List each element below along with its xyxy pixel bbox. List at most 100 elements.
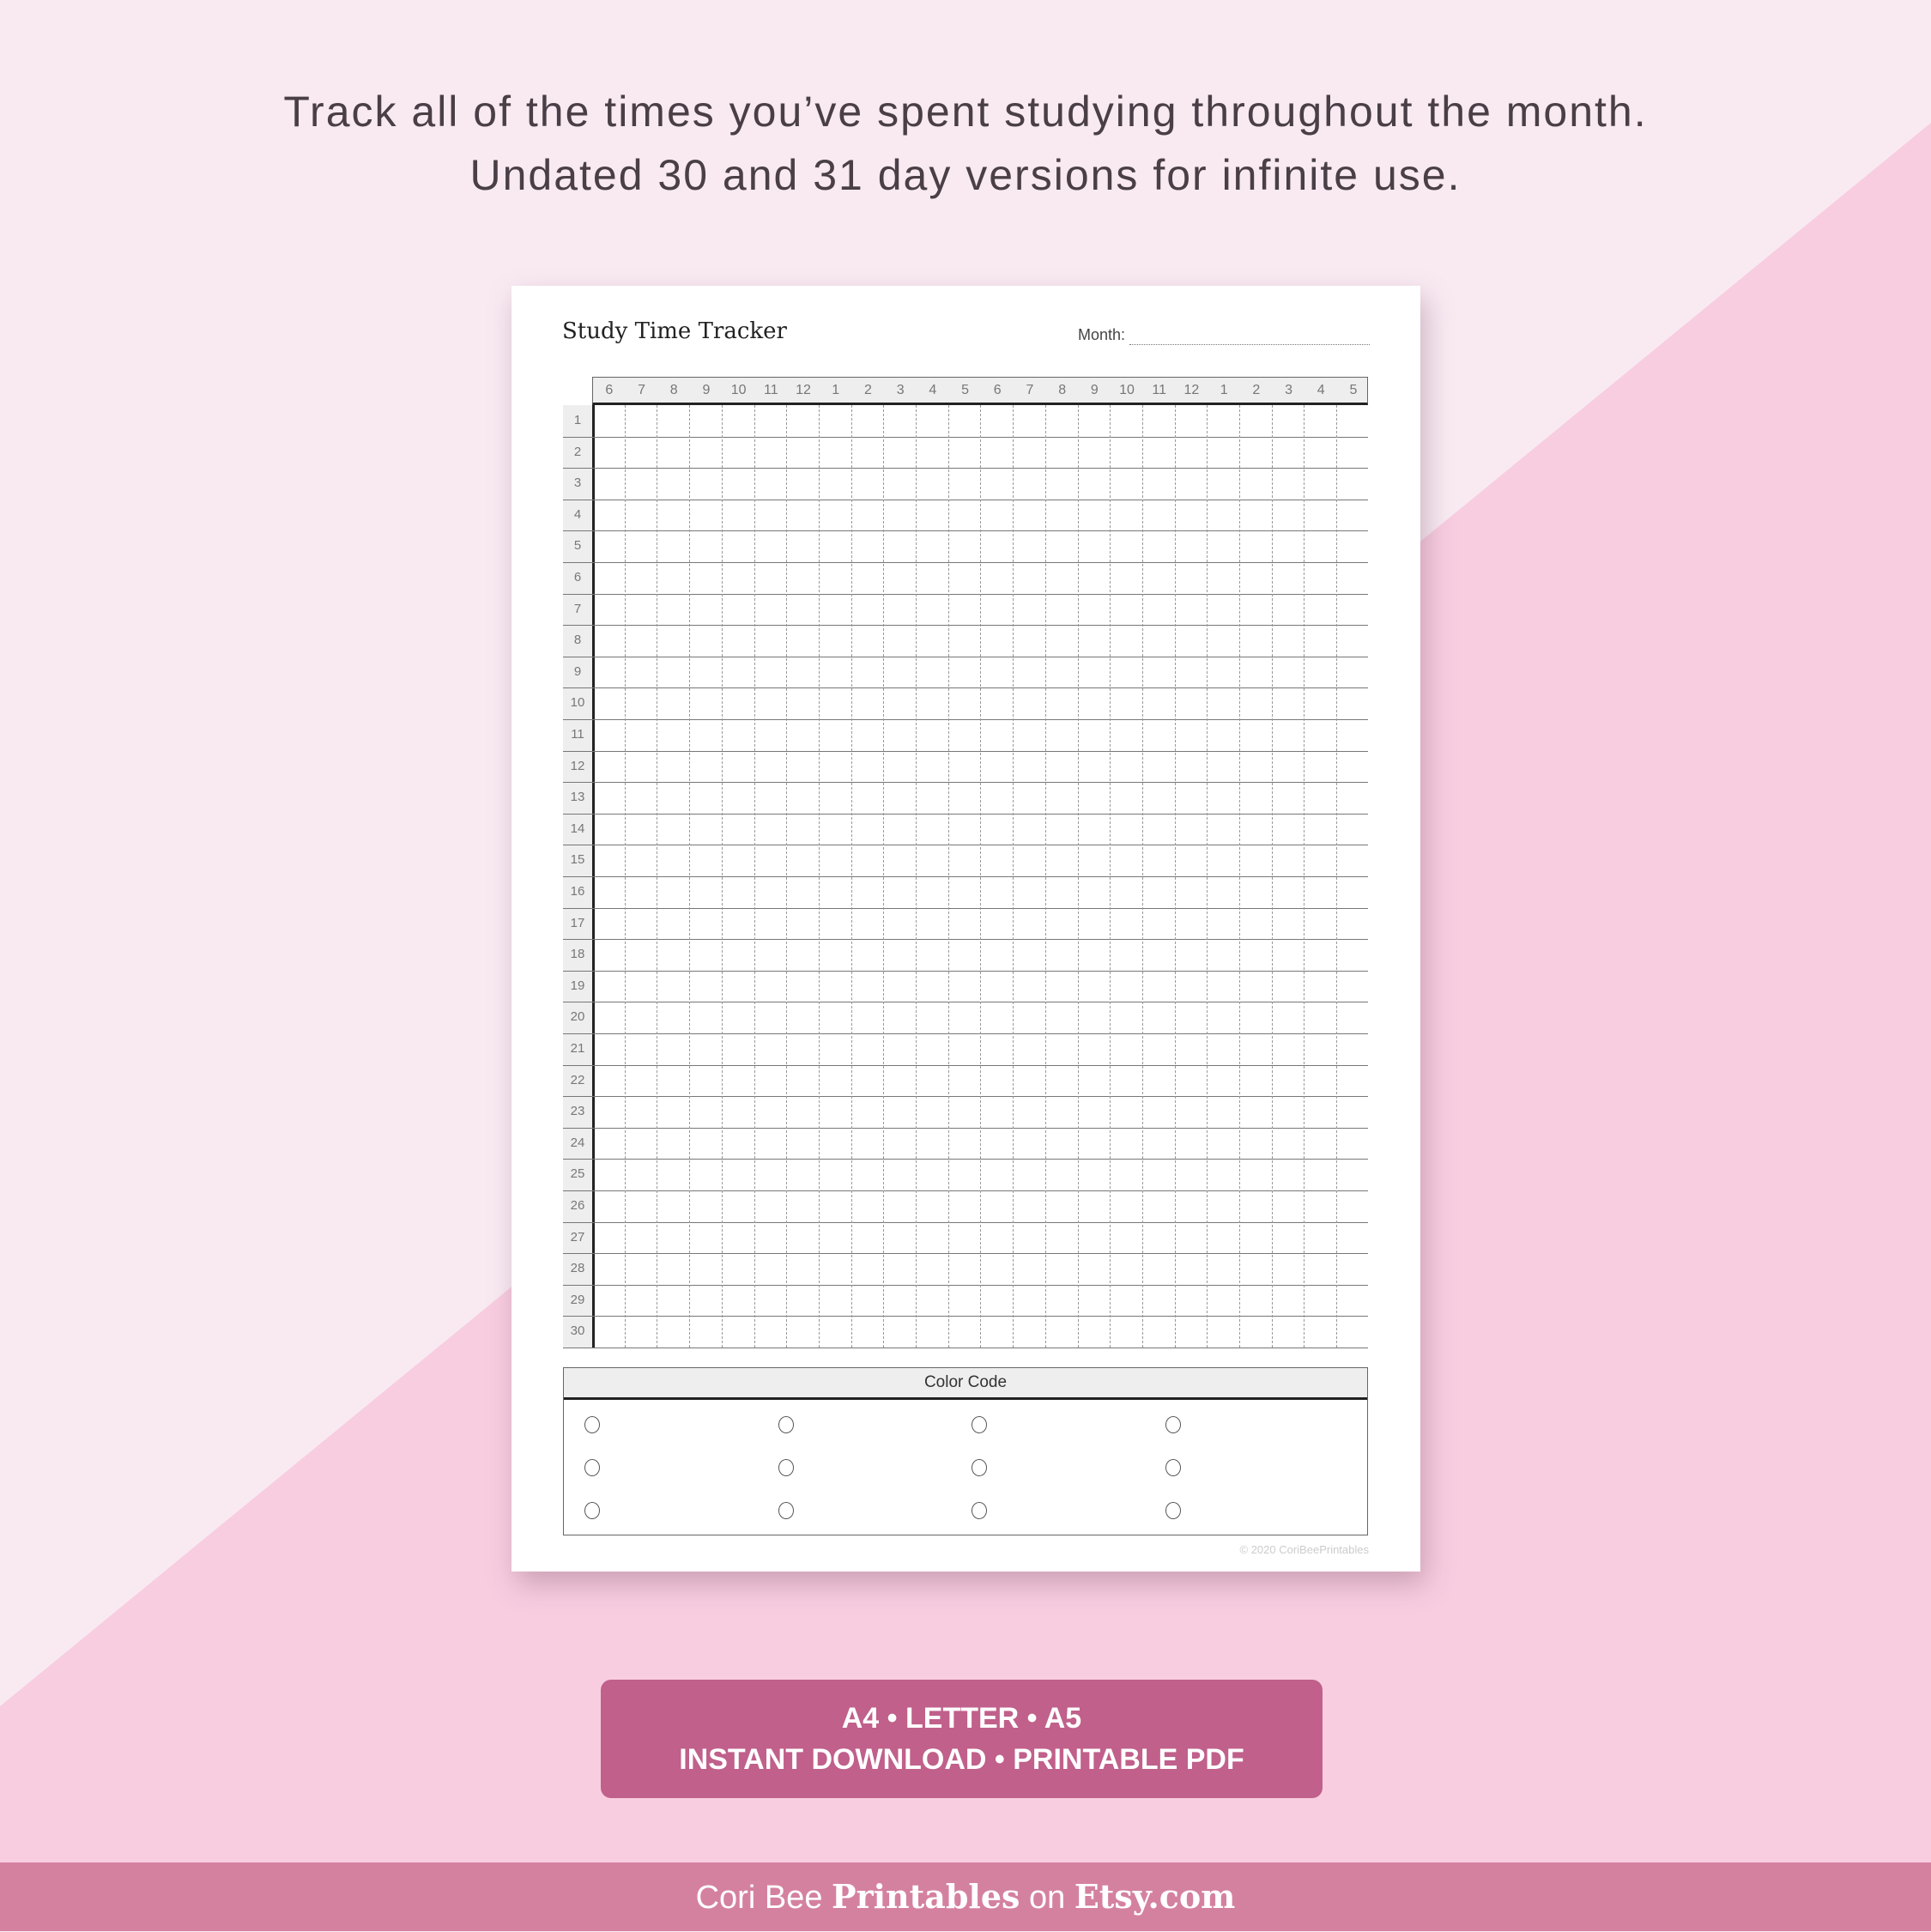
day-label: 29	[570, 1292, 585, 1307]
day-label: 26	[570, 1198, 585, 1213]
format-badge: A4 • LETTER • A5 INSTANT DOWNLOAD • PRIN…	[601, 1680, 1323, 1798]
column-line	[1110, 405, 1111, 1348]
color-code-circle	[584, 1459, 600, 1476]
color-code-circle	[778, 1459, 794, 1476]
column-line	[754, 405, 755, 1348]
day-label: 12	[570, 758, 585, 773]
day-label: 17	[570, 915, 585, 930]
copyright: © 2020 CoriBeePrintables	[1239, 1543, 1370, 1556]
day-label: 15	[570, 852, 585, 868]
column-line	[818, 405, 820, 1348]
hour-label: 6	[605, 383, 614, 397]
column-line	[1174, 405, 1176, 1348]
hour-label: 6	[993, 383, 1002, 397]
day-label: 14	[570, 821, 585, 836]
footer-text: on	[1020, 1880, 1074, 1916]
column-line	[1207, 405, 1208, 1348]
day-label: 9	[573, 663, 582, 679]
row-line	[563, 1127, 1368, 1129]
column-line	[916, 405, 917, 1348]
sheet-title: Study Time Tracker	[562, 318, 787, 344]
row-line	[563, 436, 1368, 438]
color-code-circle	[778, 1502, 794, 1519]
month-field	[1129, 344, 1370, 345]
color-code-circle	[778, 1416, 794, 1433]
day-label: 24	[570, 1135, 585, 1150]
day-label: 11	[571, 727, 584, 742]
row-line	[563, 970, 1368, 972]
day-label: 20	[570, 1009, 585, 1025]
hour-label: 10	[1119, 383, 1135, 397]
hour-label: 11	[764, 383, 778, 397]
badge-line-2: INSTANT DOWNLOAD • PRINTABLE PDF	[679, 1743, 1244, 1776]
day-label: 2	[573, 444, 582, 459]
day-label: 10	[570, 695, 585, 711]
hour-label: 12	[796, 383, 811, 397]
hour-label: 2	[863, 383, 872, 397]
month-label: Month:	[1078, 326, 1126, 343]
day-label: 13	[570, 790, 585, 805]
hour-label: 5	[961, 383, 969, 397]
hour-label: 5	[1349, 383, 1358, 397]
row-line	[563, 813, 1368, 815]
column-line	[1141, 405, 1143, 1348]
row-line	[563, 907, 1368, 909]
row-line	[563, 1096, 1368, 1098]
headline-line-1: Track all of the times you’ve spent stud…	[283, 88, 1648, 136]
row-line	[563, 1221, 1368, 1223]
column-line	[1044, 405, 1046, 1348]
column-line	[980, 405, 982, 1348]
day-label: 22	[570, 1072, 585, 1087]
color-code-circle	[584, 1416, 600, 1433]
color-code-circle	[1165, 1502, 1181, 1519]
column-line	[786, 405, 788, 1348]
hour-label: 12	[1183, 383, 1200, 397]
color-code-circle	[1165, 1459, 1181, 1476]
hour-label: 3	[1285, 383, 1292, 397]
footer-bar: Cori Bee Printables on Etsy.com	[0, 1862, 1931, 1931]
row-line	[563, 782, 1368, 784]
column-line	[689, 405, 691, 1348]
day-label: 21	[570, 1041, 585, 1056]
hour-label: 2	[1252, 383, 1261, 397]
day-label: 30	[570, 1323, 585, 1339]
day-label: 6	[573, 570, 582, 584]
badge-line-1: A4 • LETTER • A5	[841, 1702, 1082, 1735]
row-line	[563, 1159, 1368, 1160]
footer-text: Cori Bee	[695, 1880, 832, 1916]
day-label: 1	[573, 413, 582, 427]
hour-label: 3	[896, 383, 905, 397]
column-line	[1077, 405, 1079, 1348]
row-line	[563, 530, 1368, 532]
footer-brand: Printables	[832, 1877, 1020, 1916]
tracker-sheet: Study Time Tracker Month: 6 7 8 9 10 11 12 1 2 3 4…	[512, 286, 1420, 1572]
column-line	[1013, 405, 1014, 1348]
row-line	[563, 1253, 1368, 1255]
hour-label: 11	[1152, 383, 1167, 397]
day-label: 3	[573, 475, 582, 491]
day-label: 23	[570, 1104, 585, 1119]
column-line	[1239, 405, 1240, 1348]
color-code-circle	[1165, 1416, 1181, 1433]
day-label: 19	[570, 978, 585, 993]
day-label: 4	[573, 506, 582, 522]
row-line	[563, 468, 1368, 469]
hour-label: 9	[1090, 383, 1099, 397]
footer-link[interactable]: Etsy.com	[1074, 1877, 1236, 1916]
hour-label: 10	[730, 383, 747, 397]
day-label: 8	[573, 633, 582, 648]
day-label: 18	[570, 947, 585, 962]
hour-header: 6 7 8 9 10 11 12 1 2 3 4 5 6 7 8 9 10 11 12 1 2 3 4 5	[592, 377, 1368, 405]
hour-label: 8	[1058, 383, 1067, 397]
hour-label: 9	[702, 383, 711, 397]
color-code-circle	[584, 1502, 600, 1519]
row-line	[563, 593, 1368, 595]
color-code-circle	[972, 1502, 987, 1519]
row-line	[563, 687, 1368, 689]
row-line	[563, 1190, 1368, 1191]
row-line	[563, 876, 1368, 877]
column-line	[947, 405, 949, 1348]
hour-label: 4	[1317, 383, 1325, 397]
column-line	[850, 405, 852, 1348]
color-code-circle	[972, 1416, 987, 1433]
